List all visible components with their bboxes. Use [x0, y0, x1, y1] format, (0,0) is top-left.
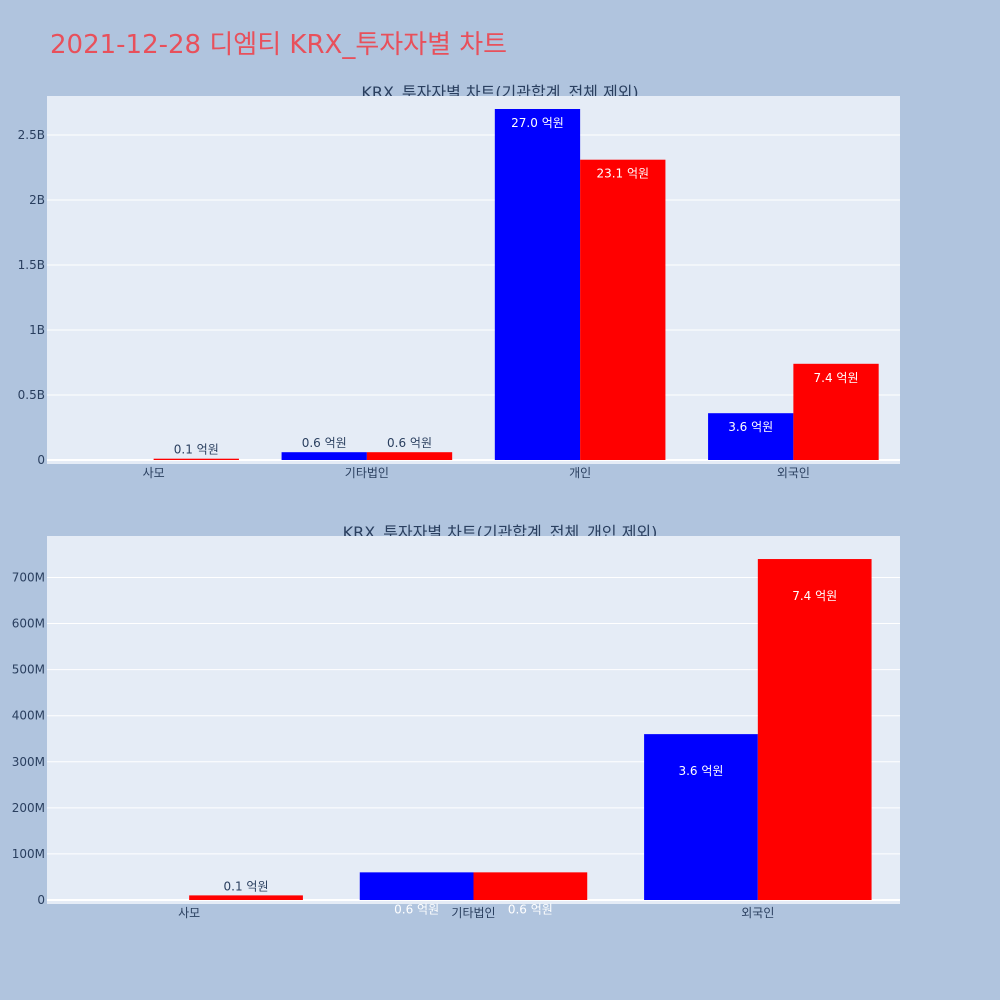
- y-tick-label: 2B: [29, 193, 45, 207]
- bar: [281, 452, 367, 460]
- bar: [494, 109, 581, 460]
- bar-value-label: 0.1 억원: [174, 443, 219, 457]
- bar-value-label: 0.6 억원: [387, 436, 432, 450]
- bar: [153, 458, 239, 460]
- bar: [757, 559, 872, 900]
- bar-value-label: 23.1 억원: [596, 167, 649, 181]
- bar-value-label: 7.4 억원: [792, 589, 837, 603]
- bar-value-label: 27.0 억원: [511, 116, 564, 130]
- y-tick-label: 0: [37, 453, 45, 467]
- bar-value-label: 0.6 억원: [302, 436, 347, 450]
- y-tick-label: 1.5B: [18, 258, 45, 272]
- y-tick-label: 1B: [29, 323, 45, 337]
- y-tick-label: 700M: [12, 570, 45, 584]
- y-tick-label: 200M: [12, 801, 45, 815]
- bar: [359, 872, 474, 900]
- chart-1-plot-area: [47, 96, 900, 464]
- y-tick-label: 300M: [12, 755, 45, 769]
- y-tick-label: 600M: [12, 617, 45, 631]
- y-tick-label: 400M: [12, 709, 45, 723]
- y-tick-label: 0.5B: [18, 388, 45, 402]
- page-title: 2021-12-28 디엠티 KRX_투자자별 차트: [50, 30, 508, 60]
- y-tick-label: 2.5B: [18, 128, 45, 142]
- bar-value-label: 0.6 억원: [508, 902, 553, 916]
- y-tick-label: 0: [37, 893, 45, 907]
- bar-value-label: 0.6 억원: [394, 902, 439, 916]
- x-tick-label: 외국인: [741, 906, 774, 920]
- y-tick-label: 500M: [12, 663, 45, 677]
- bar: [473, 872, 588, 900]
- x-tick-label: 개인: [569, 466, 591, 480]
- bar: [189, 895, 303, 900]
- x-tick-label: 기타법인: [451, 906, 495, 920]
- x-tick-label: 사모: [143, 466, 165, 480]
- x-tick-label: 기타법인: [345, 466, 389, 480]
- bar-value-label: 0.1 억원: [224, 879, 269, 893]
- bar-value-label: 3.6 억원: [728, 420, 773, 434]
- bar: [708, 413, 794, 460]
- bar: [366, 452, 453, 460]
- x-tick-label: 사모: [178, 906, 200, 920]
- x-tick-label: 외국인: [777, 466, 810, 480]
- y-tick-label: 100M: [12, 847, 45, 861]
- bar-value-label: 3.6 억원: [678, 764, 723, 778]
- bar: [644, 734, 758, 900]
- bar-value-label: 7.4 억원: [814, 371, 859, 385]
- bar: [793, 363, 879, 460]
- bar: [580, 159, 666, 460]
